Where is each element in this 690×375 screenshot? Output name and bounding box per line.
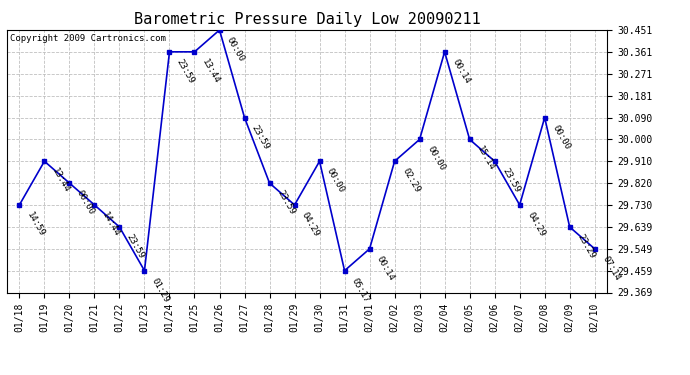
Text: 23:59: 23:59 [175, 57, 196, 85]
Text: 00:00: 00:00 [225, 36, 246, 63]
Text: 00:00: 00:00 [550, 123, 571, 151]
Text: Copyright 2009 Cartronics.com: Copyright 2009 Cartronics.com [10, 34, 166, 43]
Text: 14:44: 14:44 [100, 210, 121, 238]
Title: Barometric Pressure Daily Low 20090211: Barometric Pressure Daily Low 20090211 [134, 12, 480, 27]
Text: 00:00: 00:00 [425, 145, 446, 173]
Text: 00:14: 00:14 [450, 57, 471, 85]
Text: 00:00: 00:00 [325, 167, 346, 195]
Text: 23:59: 23:59 [500, 167, 522, 195]
Text: 13:44: 13:44 [200, 57, 221, 85]
Text: 23:59: 23:59 [250, 123, 271, 151]
Text: 14:59: 14:59 [25, 210, 46, 238]
Text: 07:14: 07:14 [600, 254, 622, 282]
Text: 00:00: 00:00 [75, 189, 96, 216]
Text: 04:29: 04:29 [300, 210, 322, 238]
Text: 23:59: 23:59 [275, 189, 296, 216]
Text: 00:14: 00:14 [375, 254, 396, 282]
Text: 04:29: 04:29 [525, 210, 546, 238]
Text: 05:17: 05:17 [350, 276, 371, 304]
Text: 13:44: 13:44 [50, 167, 71, 195]
Text: 23:59: 23:59 [125, 232, 146, 260]
Text: 23:29: 23:29 [575, 232, 596, 260]
Text: 01:29: 01:29 [150, 276, 171, 304]
Text: 02:29: 02:29 [400, 167, 422, 195]
Text: 15:14: 15:14 [475, 145, 496, 173]
